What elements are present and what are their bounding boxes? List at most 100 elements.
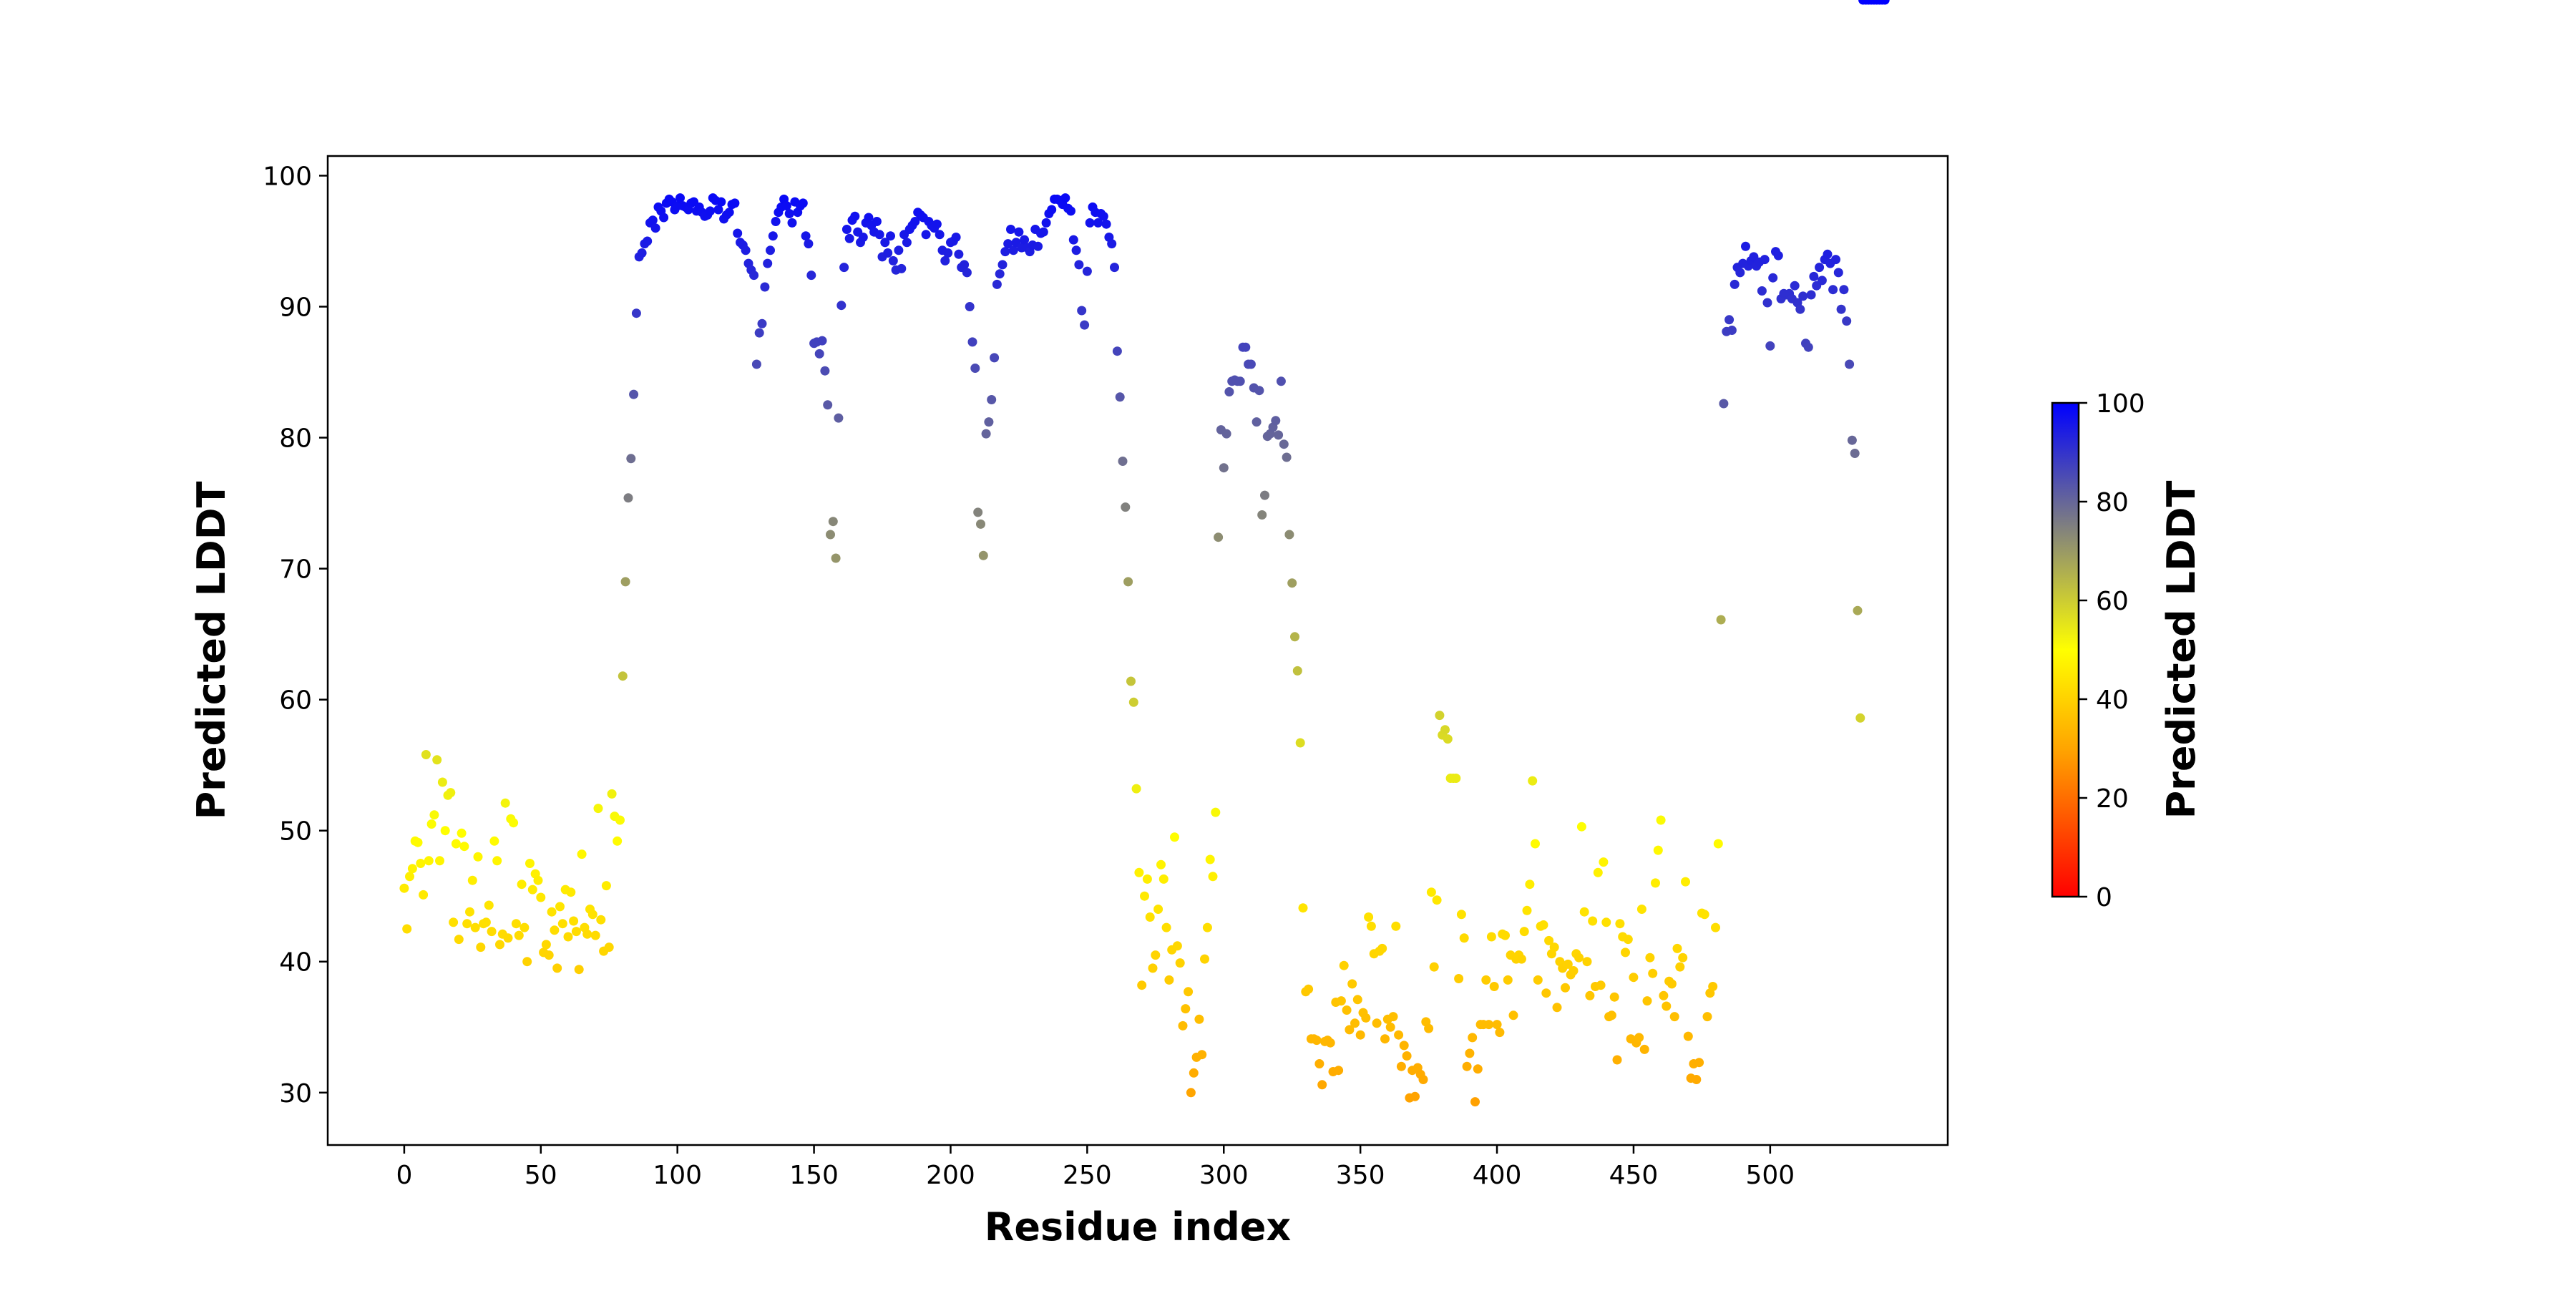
data-point [1850, 449, 1860, 458]
data-point [607, 789, 617, 799]
data-point [615, 815, 625, 825]
data-point [1317, 1080, 1327, 1090]
data-point [1399, 1041, 1409, 1051]
data-point [517, 880, 527, 890]
data-point [1773, 250, 1783, 260]
data-point [1683, 1031, 1693, 1041]
data-point [1085, 218, 1095, 228]
data-point [1336, 996, 1346, 1006]
data-point [834, 413, 844, 423]
data-point [1033, 241, 1043, 251]
data-point [1014, 227, 1024, 237]
data-point [1350, 1018, 1360, 1028]
data-point [563, 932, 573, 942]
data-point [1596, 980, 1606, 990]
data-point [1574, 953, 1584, 963]
data-point [1260, 490, 1269, 500]
data-point [1519, 927, 1529, 937]
data-point [1066, 206, 1075, 216]
data-point [629, 389, 639, 399]
data-point [1208, 872, 1218, 882]
data-point [566, 887, 576, 897]
data-point [1214, 532, 1224, 542]
data-point [571, 927, 581, 937]
data-point [1762, 298, 1772, 308]
data-point [1194, 1014, 1204, 1024]
data-point [1292, 666, 1302, 676]
data-point [552, 963, 562, 973]
data-point [1599, 857, 1609, 867]
x-tick-label: 300 [1199, 1161, 1249, 1190]
data-point [1402, 1051, 1412, 1061]
data-point [509, 818, 519, 828]
data-point [569, 916, 579, 926]
data-point [1667, 979, 1677, 989]
data-point [1552, 1003, 1562, 1013]
data-point [413, 837, 423, 847]
data-point [888, 255, 898, 265]
data-point [449, 917, 459, 927]
data-point [1672, 943, 1682, 953]
data-point [1659, 990, 1669, 1000]
data-point [574, 965, 584, 975]
data-point [754, 328, 764, 338]
data-point [536, 892, 546, 902]
y-axis-ticks: 30 40 50 60 70 80 90 100 [263, 162, 328, 1109]
data-point [1440, 725, 1450, 735]
data-point [894, 245, 904, 255]
data-point [1528, 776, 1538, 786]
data-point [1074, 260, 1084, 270]
data-point [1692, 1075, 1702, 1084]
data-point [954, 249, 964, 259]
data-point [883, 248, 893, 258]
data-point [1020, 235, 1030, 245]
data-point [1202, 922, 1212, 932]
data-point [1082, 266, 1092, 276]
data-point [716, 197, 726, 207]
data-point [1724, 315, 1735, 325]
y-axis-title: Predicted LDDT [189, 481, 234, 819]
data-point [1276, 376, 1286, 386]
data-point [814, 349, 824, 359]
data-point [1662, 1001, 1672, 1011]
data-point [1503, 975, 1513, 985]
data-point [806, 271, 816, 281]
data-point [1314, 1059, 1324, 1068]
data-point [457, 828, 467, 838]
data-point [1435, 711, 1445, 721]
x-tick-label: 250 [1063, 1161, 1112, 1190]
data-point [432, 755, 442, 765]
colorbar-tick-label: 60 [2096, 587, 2129, 616]
data-point [514, 930, 524, 940]
data-point [637, 248, 647, 258]
data-point [495, 940, 504, 950]
data-point [1352, 995, 1362, 1005]
x-axis-title: Residue index [985, 1204, 1292, 1249]
data-point [1254, 386, 1264, 396]
data-point [987, 395, 997, 404]
data-point [751, 359, 761, 369]
data-point [1334, 1066, 1344, 1076]
data-point [960, 260, 970, 270]
data-point [858, 233, 868, 242]
data-point [841, 225, 852, 234]
data-point [1418, 1075, 1428, 1084]
data-point [1636, 905, 1646, 914]
data-point [557, 919, 567, 929]
data-point [1615, 919, 1625, 929]
data-point [1038, 227, 1048, 237]
data-point [1468, 1033, 1478, 1043]
data-point [1516, 954, 1526, 964]
data-point [921, 230, 931, 240]
data-point [1145, 912, 1155, 922]
data-point [1568, 966, 1579, 975]
data-point [1426, 887, 1436, 897]
data-point [1465, 1048, 1475, 1058]
data-point [1123, 577, 1133, 587]
data-point [533, 875, 543, 885]
data-point [405, 872, 414, 882]
data-point [1817, 276, 1827, 286]
data-point [1071, 245, 1081, 255]
data-point [1576, 822, 1586, 832]
data-point [1380, 1034, 1390, 1044]
